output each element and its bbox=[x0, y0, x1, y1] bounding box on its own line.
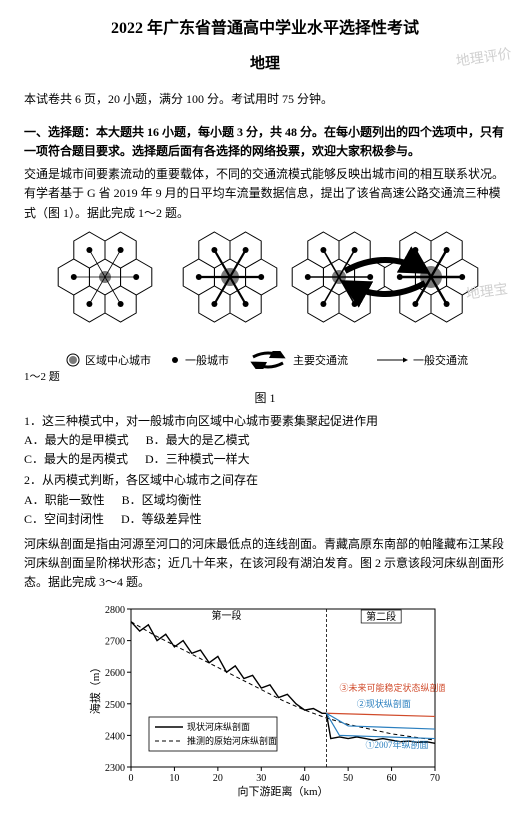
legend-center-city: 区域中心城市 bbox=[85, 353, 151, 367]
svg-text:2300: 2300 bbox=[105, 763, 125, 774]
section1-heading: 一、选择题：本大题共 16 小题，每小题 3 分，共 48 分。在每小题列出的四… bbox=[24, 123, 506, 161]
q-range-label: 1～2 题 bbox=[24, 369, 506, 387]
svg-text:③未来可能稳定状态纵剖面: ③未来可能稳定状态纵剖面 bbox=[339, 682, 445, 693]
q1-options: A．最大的是甲模式 B．最大的是乙模式 C．最大的是丙模式 D．三种模式一样大 bbox=[24, 431, 506, 469]
svg-text:50: 50 bbox=[343, 773, 353, 784]
svg-text:②现状纵剖面: ②现状纵剖面 bbox=[357, 697, 411, 708]
svg-text:第二段: 第二段 bbox=[366, 610, 396, 623]
q1-opt-b: B．最大的是乙模式 bbox=[146, 433, 250, 447]
svg-text:2400: 2400 bbox=[105, 731, 125, 742]
svg-text:10: 10 bbox=[169, 773, 179, 784]
q1-opt-a: A．最大的是甲模式 bbox=[24, 433, 129, 447]
svg-text:第一段: 第一段 bbox=[212, 609, 242, 622]
svg-text:60: 60 bbox=[387, 773, 397, 784]
q1-stem: 1．这三种模式中，对一般城市向区域中心城市要素集聚起促进作用 bbox=[24, 412, 506, 431]
context-q3-4: 河床纵剖面是指由河源至河口的河床最低点的连线剖面。青藏高原东南部的帕隆藏布江某段… bbox=[24, 535, 506, 593]
q2-opt-b: B．区域均衡性 bbox=[122, 493, 202, 507]
svg-text:40: 40 bbox=[300, 773, 310, 784]
svg-text:70: 70 bbox=[430, 773, 440, 784]
svg-text:2500: 2500 bbox=[105, 699, 125, 710]
q1-opt-c: C．最大的是丙模式 bbox=[24, 452, 128, 466]
svg-text:向下游距离（km）: 向下游距离（km） bbox=[237, 784, 328, 798]
exam-title: 2022 年广东省普通高中学业水平选择性考试 bbox=[24, 16, 506, 42]
exam-subject: 地理 bbox=[24, 52, 506, 76]
legend-normal-flow: 一般交通流 bbox=[413, 353, 468, 367]
svg-text:推测的原始河床纵剖面: 推测的原始河床纵剖面 bbox=[187, 735, 277, 746]
svg-text:现状河床纵剖面: 现状河床纵剖面 bbox=[187, 721, 250, 732]
context-q1-2: 交通是城市间要素流动的重要载体，不同的交通流模式能够反映出城市间的相互联系状况。… bbox=[24, 165, 506, 223]
figure-1 bbox=[24, 229, 506, 345]
svg-text:2800: 2800 bbox=[105, 605, 125, 616]
q2-opt-c: C．空间封闭性 bbox=[24, 512, 104, 526]
svg-text:2600: 2600 bbox=[105, 668, 125, 679]
q2-options: A．职能一致性 B．区域均衡性 C．空间封闭性 D．等级差异性 bbox=[24, 491, 506, 529]
svg-text:20: 20 bbox=[213, 773, 223, 784]
figure-2-chart: 2300 2400 2500 2600 2700 2800 0 10 20 30 40 50 60 70 第… bbox=[24, 599, 506, 805]
svg-text:海拔（m）: 海拔（m） bbox=[88, 661, 102, 714]
q2-stem: 2．从丙模式判断，各区域中心城市之间存在 bbox=[24, 471, 506, 490]
q2-opt-a: A．职能一致性 bbox=[24, 493, 105, 507]
legend-normal-city: 一般城市 bbox=[185, 353, 229, 367]
legend-main-flow: 主要交通流 bbox=[293, 353, 348, 367]
figure1-caption: 图 1 bbox=[24, 389, 506, 408]
figure1-legend: 区域中心城市 一般城市 主要交通流 一般交通流 bbox=[24, 351, 506, 369]
q1-opt-d: D．三种模式一样大 bbox=[145, 452, 250, 466]
svg-text:0: 0 bbox=[129, 773, 134, 784]
exam-info: 本试卷共 6 页，20 小题，满分 100 分。考试用时 75 分钟。 bbox=[24, 90, 506, 109]
q2-opt-d: D．等级差异性 bbox=[121, 512, 202, 526]
svg-text:30: 30 bbox=[256, 773, 266, 784]
svg-text:①2007年纵剖面: ①2007年纵剖面 bbox=[366, 739, 429, 750]
svg-text:2700: 2700 bbox=[105, 636, 125, 647]
